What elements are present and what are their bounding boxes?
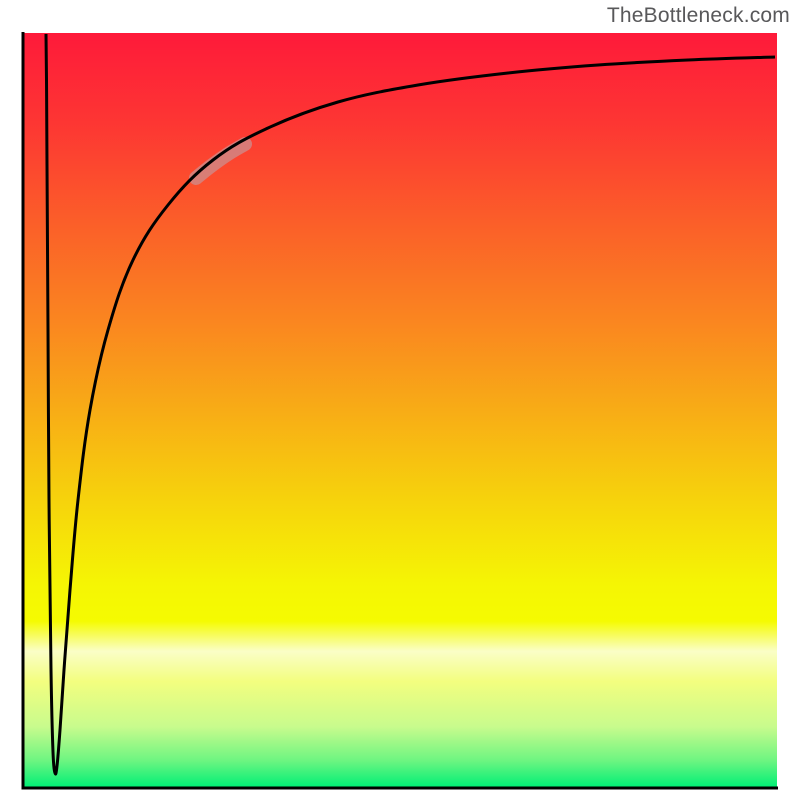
watermark-text: TheBottleneck.com (607, 4, 790, 28)
plot-area (18, 30, 780, 792)
plot-background (23, 33, 777, 787)
plot-svg (18, 30, 780, 792)
